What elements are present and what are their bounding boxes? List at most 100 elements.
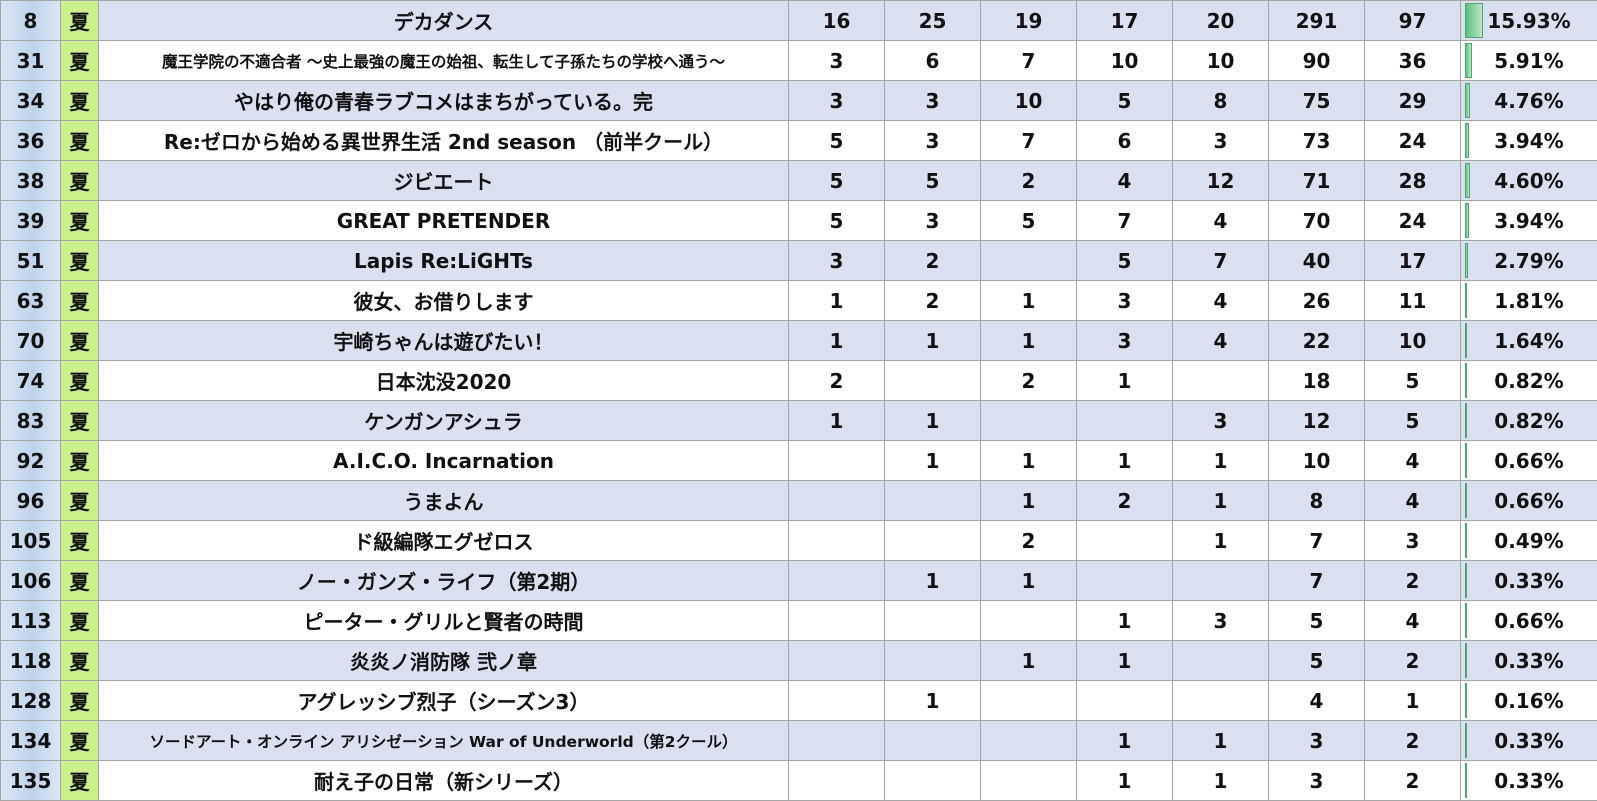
title-cell: ピーター・グリルと賢者の時間: [98, 600, 789, 641]
value-cell: 1: [980, 480, 1077, 521]
rank-cell: 118: [0, 640, 61, 681]
value-cell: 1: [1076, 360, 1173, 401]
value-cell: 1: [884, 400, 981, 441]
percent-text: 0.33%: [1494, 568, 1564, 593]
table-row: 38 夏ジビエート 5 5 2 4 12 71 28 4.60%: [0, 160, 1597, 201]
title-cell: 耐え子の日常（新シリーズ）: [98, 760, 789, 801]
season-cell: 夏: [60, 600, 99, 641]
value-cell: [788, 720, 885, 761]
value-cell: [1076, 680, 1173, 721]
total-cell: 7: [1268, 560, 1365, 601]
title-cell: A.I.C.O. Incarnation: [98, 440, 789, 481]
title-cell: ド級編隊エグゼロス: [98, 520, 789, 561]
value-cell: 16: [788, 0, 885, 41]
value-cell: [788, 760, 885, 801]
season-cell: 夏: [60, 120, 99, 161]
value-cell: 5: [980, 200, 1077, 241]
value-cell: 5: [1076, 240, 1173, 281]
table-row: 134 夏ソードアート・オンライン アリシゼーション War of Underwo…: [0, 720, 1597, 761]
value-cell: 3: [1172, 120, 1269, 161]
rank-cell: 134: [0, 720, 61, 761]
value-cell: 7: [1076, 200, 1173, 241]
season-cell: 夏: [60, 640, 99, 681]
value-cell: 1: [1076, 640, 1173, 681]
value-cell: 10: [1172, 40, 1269, 81]
value-cell: 4: [1172, 320, 1269, 361]
value-cell: [788, 520, 885, 561]
percent-bar: [1465, 403, 1467, 438]
rank-cell: 92: [0, 440, 61, 481]
rank-cell: 135: [0, 760, 61, 801]
value-cell: 3: [788, 40, 885, 81]
value-cell: [1076, 400, 1173, 441]
count-cell: 4: [1364, 480, 1461, 521]
total-cell: 75: [1268, 80, 1365, 121]
value-cell: 6: [884, 40, 981, 81]
value-cell: 19: [980, 0, 1077, 41]
value-cell: [980, 400, 1077, 441]
count-cell: 28: [1364, 160, 1461, 201]
value-cell: [788, 480, 885, 521]
value-cell: 1: [1076, 760, 1173, 801]
percent-text: 0.82%: [1494, 408, 1564, 433]
count-cell: 29: [1364, 80, 1461, 121]
pct-cell: 0.33%: [1460, 760, 1597, 801]
total-cell: 10: [1268, 440, 1365, 481]
count-cell: 2: [1364, 640, 1461, 681]
value-cell: [884, 720, 981, 761]
pct-cell: 2.79%: [1460, 240, 1597, 281]
percent-bar: [1465, 123, 1470, 158]
percent-text: 2.79%: [1494, 248, 1564, 273]
percent-text: 0.66%: [1494, 448, 1564, 473]
percent-bar: [1465, 363, 1467, 398]
season-cell: 夏: [60, 400, 99, 441]
value-cell: [788, 560, 885, 601]
count-cell: 11: [1364, 280, 1461, 321]
value-cell: 1: [1076, 440, 1173, 481]
value-cell: 3: [884, 200, 981, 241]
count-cell: 5: [1364, 360, 1461, 401]
value-cell: 5: [788, 120, 885, 161]
percent-bar: [1465, 203, 1470, 238]
value-cell: 3: [1076, 280, 1173, 321]
count-cell: 24: [1364, 120, 1461, 161]
pct-cell: 0.16%: [1460, 680, 1597, 721]
pct-cell: 1.64%: [1460, 320, 1597, 361]
table-row: 39 夏 GREAT PRETENDER 5 3 5 7 4 70 24 3.94%: [0, 200, 1597, 241]
value-cell: [884, 480, 981, 521]
season-cell: 夏: [60, 560, 99, 601]
title-cell: Re:ゼロから始める異世界生活 2nd season （前半クール）: [98, 120, 789, 161]
value-cell: [884, 360, 981, 401]
value-cell: [980, 240, 1077, 281]
count-cell: 2: [1364, 560, 1461, 601]
table-row: 31 夏魔王学院の不適合者 ～史上最強の魔王の始祖、転生して子孫たちの学校へ通う～…: [0, 40, 1597, 81]
table-row: 34 夏やはり俺の青春ラブコメはまちがっている。完 3 3 10 5 8 75 29 4.76%: [0, 80, 1597, 121]
value-cell: 1: [1172, 520, 1269, 561]
total-cell: 12: [1268, 400, 1365, 441]
pct-cell: 3.94%: [1460, 120, 1597, 161]
value-cell: 2: [1076, 480, 1173, 521]
value-cell: 20: [1172, 0, 1269, 41]
rank-cell: 105: [0, 520, 61, 561]
value-cell: 2: [788, 360, 885, 401]
value-cell: 3: [788, 240, 885, 281]
total-cell: 71: [1268, 160, 1365, 201]
season-cell: 夏: [60, 280, 99, 321]
title-cell: 炎炎ノ消防隊 弐ノ章: [98, 640, 789, 681]
percent-text: 1.81%: [1494, 288, 1564, 313]
total-cell: 5: [1268, 640, 1365, 681]
table-row: 83 夏ケンガンアシュラ 1 1 3 12 5 0.82%: [0, 400, 1597, 441]
value-cell: 12: [1172, 160, 1269, 201]
total-cell: 3: [1268, 760, 1365, 801]
percent-bar: [1465, 643, 1467, 678]
rank-cell: 74: [0, 360, 61, 401]
count-cell: 97: [1364, 0, 1461, 41]
value-cell: 10: [980, 80, 1077, 121]
season-cell: 夏: [60, 200, 99, 241]
percent-bar: [1465, 483, 1467, 518]
value-cell: 1: [980, 560, 1077, 601]
value-cell: 5: [1076, 80, 1173, 121]
percent-text: 3.94%: [1494, 208, 1564, 233]
pct-cell: 0.66%: [1460, 600, 1597, 641]
